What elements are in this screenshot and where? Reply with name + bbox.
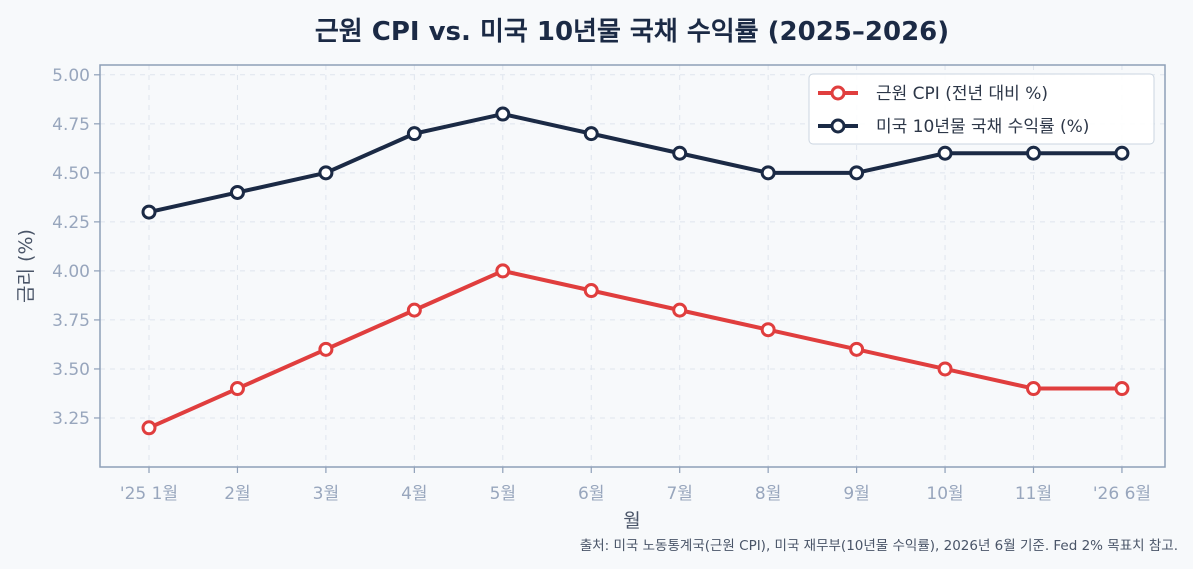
legend-label-core-cpi: 근원 CPI (전년 대비 %): [876, 84, 1048, 104]
data-point-treasury-yield: [406, 126, 422, 142]
legend-label-treasury-yield: 미국 10년물 국채 수익률 (%): [876, 117, 1089, 137]
y-tick-label: 4.50: [52, 164, 90, 184]
data-point-treasury-yield: [1114, 145, 1130, 161]
data-point-treasury-yield: [849, 165, 865, 181]
x-tick-label: 7월: [666, 484, 692, 504]
ticks: 3.25 3.50 3.75 4.00 4.25 4.50 4.75 5.00 '25 1월 2월…: [52, 66, 1151, 504]
y-tick-label: 3.25: [52, 409, 90, 429]
data-point-core-cpi: [495, 263, 511, 279]
data-point-core-cpi: [1026, 381, 1041, 397]
x-tick-label: 11월: [1015, 484, 1052, 504]
data-point-treasury-yield: [1026, 145, 1041, 161]
data-point-treasury-yield: [760, 165, 776, 181]
data-point-treasury-yield: [937, 145, 953, 161]
data-point-treasury-yield: [318, 165, 334, 181]
legend-marker-treasury-yield: [830, 118, 846, 134]
data-point-core-cpi: [1114, 381, 1130, 397]
series-treasury-yield: [141, 106, 1130, 220]
data-point-core-cpi: [760, 322, 776, 338]
source-note: 출처: 미국 노동통계국(근원 CPI), 미국 재무부(10년물 수익률), …: [580, 538, 1178, 554]
data-point-core-cpi: [937, 361, 953, 377]
x-tick-label: '25 1월: [120, 484, 178, 504]
series: [141, 106, 1130, 436]
x-axis-label: 월: [623, 510, 640, 532]
series-line-core-cpi: [147, 268, 1124, 430]
data-point-treasury-yield: [229, 184, 245, 200]
y-tick-label: 5.00: [52, 66, 90, 86]
data-point-treasury-yield: [495, 106, 511, 122]
data-point-treasury-yield: [672, 145, 688, 161]
y-tick-label: 4.25: [52, 213, 90, 233]
chart-title: 근원 CPI vs. 미국 10년물 국채 수익률 (2025–2026): [315, 17, 949, 47]
x-tick-label: 3월: [313, 484, 339, 504]
x-tick-label: 5월: [490, 484, 516, 504]
legend: 근원 CPI (전년 대비 %) 미국 10년물 국채 수익률 (%): [808, 73, 1155, 145]
plot-frame: [99, 64, 1166, 468]
data-point-core-cpi: [672, 302, 688, 318]
x-tick-label: '26 6월: [1093, 484, 1151, 504]
x-tick-label: 10월: [926, 484, 963, 504]
x-tick-label: 8월: [755, 484, 781, 504]
y-tick-label: 3.75: [52, 311, 90, 331]
data-point-core-cpi: [141, 420, 157, 436]
data-point-treasury-yield: [141, 204, 157, 220]
y-tick-label: 4.00: [52, 262, 90, 282]
series-line-treasury-yield: [147, 112, 1124, 215]
data-point-core-cpi: [849, 341, 865, 357]
grid: [100, 65, 1165, 467]
y-tick-label: 3.50: [52, 360, 90, 380]
x-tick-label: 9월: [843, 484, 869, 504]
y-axis-label: 금리 (%): [15, 229, 37, 303]
x-tick-label: 6월: [578, 484, 604, 504]
y-tick-label: 4.75: [52, 115, 90, 135]
data-point-core-cpi: [318, 341, 334, 357]
data-point-core-cpi: [229, 381, 245, 397]
legend-box: [808, 73, 1155, 145]
data-point-core-cpi: [406, 302, 422, 318]
x-tick-label: 4월: [401, 484, 427, 504]
series-core-cpi: [141, 263, 1130, 436]
legend-marker-core-cpi: [830, 85, 846, 101]
data-point-treasury-yield: [583, 126, 599, 142]
data-point-core-cpi: [583, 283, 599, 299]
x-tick-label: 2월: [224, 484, 250, 504]
